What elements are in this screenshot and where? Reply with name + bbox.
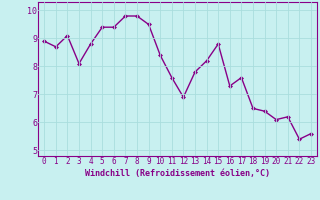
X-axis label: Windchill (Refroidissement éolien,°C): Windchill (Refroidissement éolien,°C)	[85, 169, 270, 178]
